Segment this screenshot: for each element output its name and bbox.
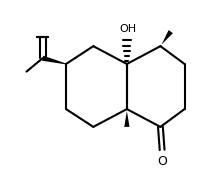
Text: OH: OH	[119, 24, 137, 34]
Text: O: O	[157, 155, 167, 168]
Polygon shape	[124, 109, 130, 127]
Polygon shape	[160, 30, 173, 46]
Polygon shape	[42, 56, 66, 64]
